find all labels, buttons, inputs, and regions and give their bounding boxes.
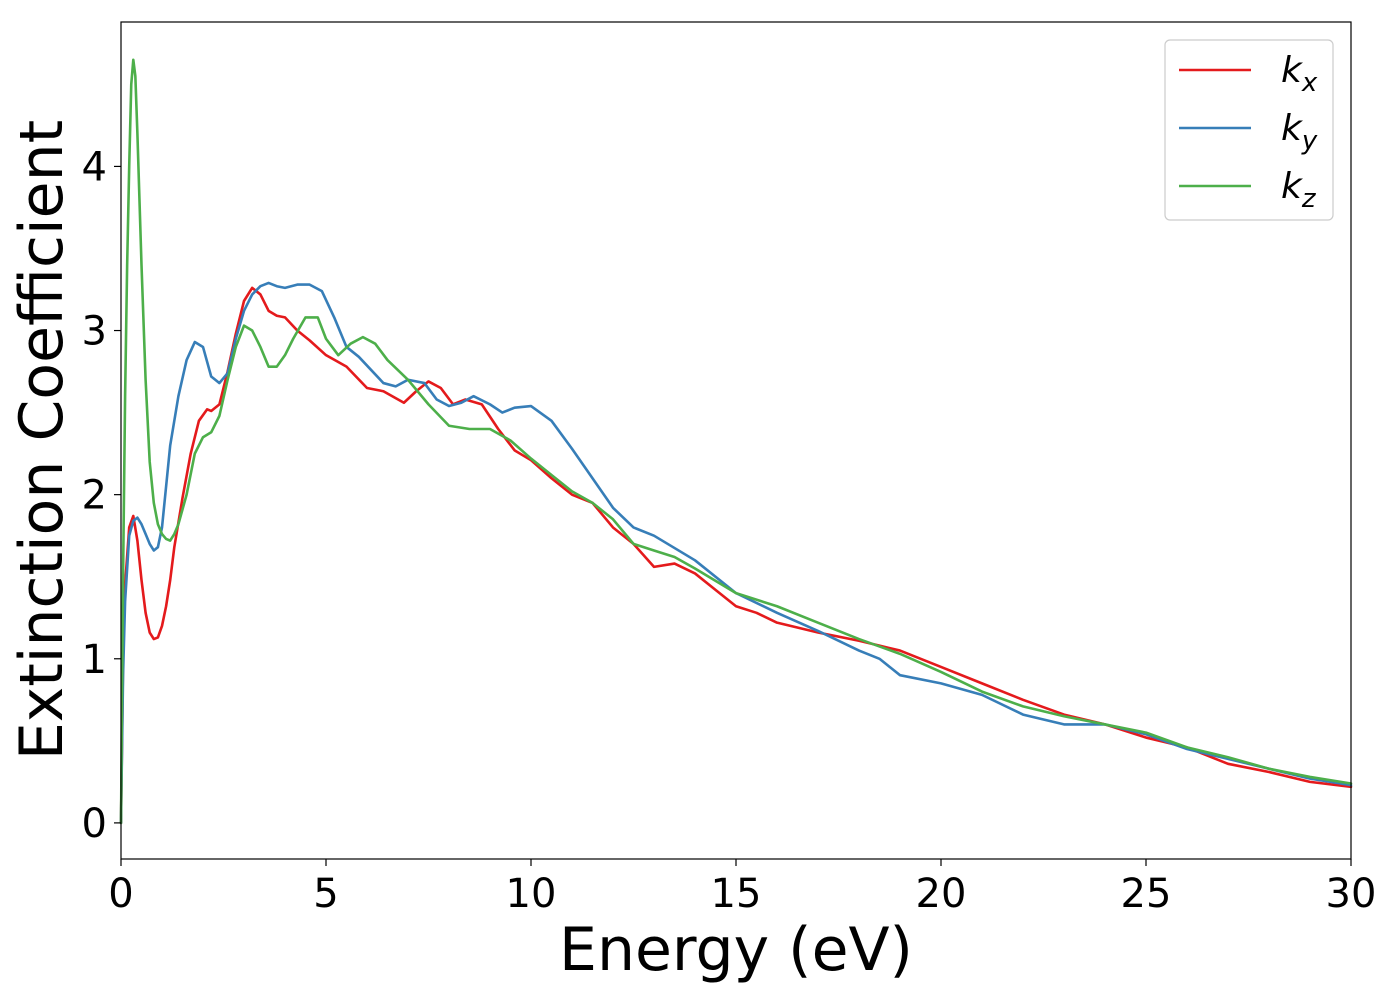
x-tick-label: 10 — [506, 871, 557, 917]
legend-label-subscript: y — [1301, 126, 1318, 156]
x-tick-label: 20 — [916, 871, 967, 917]
y-axis-title: Extinction Coefficient — [7, 120, 77, 760]
x-tick-label: 30 — [1326, 871, 1377, 917]
x-tick-label: 5 — [313, 871, 338, 917]
y-axis: 0 1 2 3 4 — [82, 144, 121, 847]
legend-label-subscript: x — [1301, 68, 1318, 98]
y-tick-label: 0 — [82, 801, 107, 847]
y-tick-label: 4 — [82, 144, 107, 190]
series-layer — [119, 58, 1353, 825]
y-tick-label: 2 — [82, 473, 107, 519]
legend-label-ky: ky — [1281, 108, 1318, 156]
x-tick-label: 0 — [108, 871, 133, 917]
legend-label-kz: kz — [1281, 166, 1317, 214]
x-tick-label: 25 — [1121, 871, 1172, 917]
legend-frame — [1164, 39, 1334, 221]
y-tick-label: 1 — [82, 637, 107, 683]
legend-label-base: k — [1281, 166, 1304, 207]
y-tick-label: 3 — [82, 309, 107, 355]
plot-background — [121, 22, 1351, 859]
legend-label-subscript: z — [1301, 184, 1317, 214]
x-axis: 0 5 10 15 20 25 30 — [108, 859, 1376, 917]
x-tick-label: 15 — [711, 871, 762, 917]
series-line-ky — [119, 281, 1353, 825]
legend-label-base: k — [1281, 50, 1304, 91]
legend-label-kx: kx — [1281, 50, 1318, 98]
series-line-kz — [119, 58, 1353, 825]
x-axis-title: Energy (eV) — [559, 915, 913, 985]
legend-label-base: k — [1281, 108, 1304, 149]
